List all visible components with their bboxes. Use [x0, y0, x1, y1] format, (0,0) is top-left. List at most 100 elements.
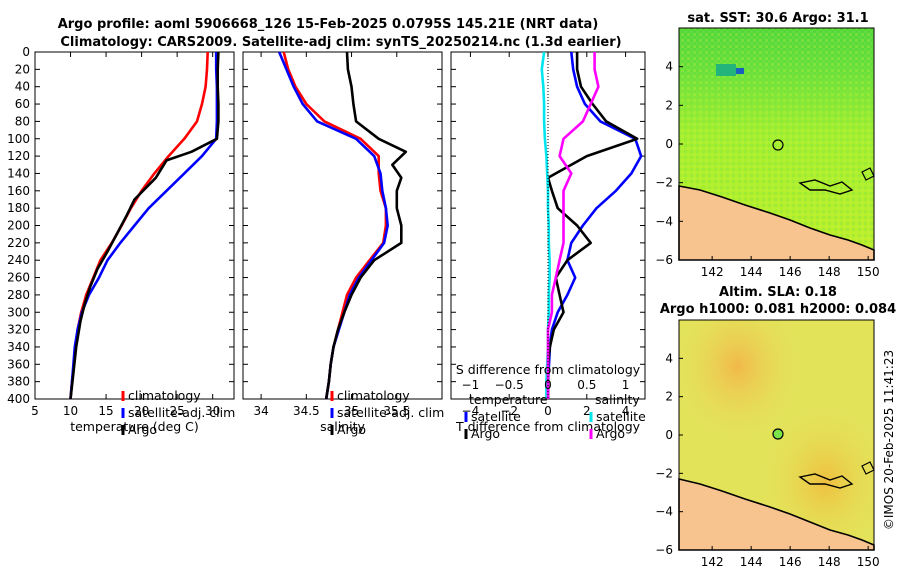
sst-map-title: sat. SST: 30.6 Argo: 31.1	[687, 11, 868, 26]
temperature-ytick-label: 340	[7, 340, 30, 354]
differences-xlabel: T difference from climatology	[455, 419, 641, 434]
salinity-profile-panel: 34 34.5 35 35.5salinityclimatologysatellite…	[242, 51, 444, 437]
map_sst-ytick-label: −6	[655, 253, 673, 267]
temperature-xtick-label: 25	[170, 404, 185, 418]
map_sla-ytick-label: −6	[655, 543, 673, 557]
sla-island-coast	[798, 473, 854, 489]
map_sst-xtick-label: 144	[740, 265, 763, 279]
temperature-ytick-label: 300	[7, 305, 30, 319]
differences-xtick-label: −2	[500, 404, 518, 418]
map_sla-ytick-label: 4	[665, 351, 673, 365]
map_sst-xtick-label: 148	[818, 265, 841, 279]
temperature-xtick-label: 20	[134, 404, 149, 418]
map_sla-xtick-label: 146	[779, 555, 802, 569]
map_sst-ytick-label: −2	[655, 176, 673, 190]
sla-map-panel: Altim. SLA: 0.18 Argo h1000: 0.081 h2000…	[655, 285, 896, 569]
temperature-legend-label: climatology	[128, 388, 201, 403]
differences-series-temperature-argo	[546, 52, 639, 399]
map_sla-xtick-label: 150	[857, 555, 880, 569]
temperature-ytick-label: 200	[7, 219, 30, 233]
map_sst-ytick-label: −4	[655, 214, 673, 228]
temperature-ytick-label: 360	[7, 357, 30, 371]
temperature-ytick-label: 280	[7, 288, 30, 302]
map_sla-xtick-label: 148	[818, 555, 841, 569]
difference-legend-salinity-title: salinity	[595, 392, 640, 407]
temperature-ytick-label: 80	[15, 114, 30, 128]
temperature-legend-label: satellite-adj. clim	[128, 405, 235, 420]
temperature-series-satellite-adj-clim	[69, 52, 219, 400]
map_sla-ytick-label: −4	[655, 505, 673, 519]
temperature-xlabel: temperature (deg C)	[70, 419, 199, 434]
temperature-ytick-label: 160	[7, 184, 30, 198]
temperature-ytick-label: 320	[7, 323, 30, 337]
difference-legend-temperature-label: satellite	[471, 409, 521, 424]
sst-island-coast	[798, 179, 854, 195]
salinity-difference-tick-label: 0.5	[577, 378, 596, 392]
temperature-ytick-label: 240	[7, 253, 30, 267]
salinity-legend-label: climatology	[337, 388, 410, 403]
map_sla-ytick-label: 2	[665, 390, 673, 404]
temperature-ytick-label: 120	[7, 149, 30, 163]
sla-map-title-line1: Altim. SLA: 0.18	[719, 285, 837, 300]
map_sla-xtick-label: 142	[701, 555, 724, 569]
temperature-xtick-label: 5	[31, 404, 39, 418]
sst-cold-core	[736, 68, 744, 74]
temperature-ytick-label: 100	[7, 132, 30, 146]
salinity-difference-tick-label: −0.5	[495, 378, 524, 392]
map_sst-xtick-label: 146	[779, 265, 802, 279]
salinity-xtick-label: 35.5	[383, 404, 410, 418]
map_sla-xtick-label: 144	[740, 555, 763, 569]
temperature-profile-panel: 5 10 15 20 25 300 20 40 60 80 100 120 140 160 180 200 22…	[7, 45, 235, 437]
sla-argo-marker	[772, 428, 784, 440]
differences-series-salinity-argo	[546, 52, 600, 399]
temperature-ytick-label: 40	[15, 80, 30, 94]
temperature-ytick-label: 20	[15, 62, 30, 76]
differences-xtick-label: 4	[622, 404, 630, 418]
temperature-ytick-label: 260	[7, 271, 30, 285]
salinity-xtick-label: 34	[253, 404, 268, 418]
map_sst-ytick-label: 2	[665, 98, 673, 112]
salinity-difference-tick-label: 0	[544, 378, 552, 392]
temperature-ytick-label: 60	[15, 97, 30, 111]
salinity-difference-tick-label: 1	[622, 378, 630, 392]
difference-legend-temperature-title: temperature	[469, 392, 548, 407]
differences-xtick-label: 0	[544, 404, 552, 418]
difference-legend-temperature-label: Argo	[471, 426, 500, 441]
map_sla-ytick-label: 0	[665, 428, 673, 442]
salinity-series-argo	[324, 51, 408, 400]
sst-cold-patch	[716, 64, 736, 76]
sla-map-title-line2: Argo h1000: 0.081 h2000: 0.084	[660, 302, 896, 317]
salinity-legend-label: satellite-adj. clim	[337, 405, 444, 420]
salinity-difference-axis-label: S difference from climatology	[456, 362, 641, 377]
salinity-legend-label: Argo	[337, 422, 366, 437]
map_sst-xtick-label: 142	[701, 265, 724, 279]
salinity-plot-area	[242, 51, 443, 400]
sst-map-panel: sat. SST: 30.6 Argo: 31.1 142 144 146 148 15…	[655, 11, 879, 279]
difference-legend-salinity-label: Argo	[596, 426, 625, 441]
difference-legend-salinity-label: satellite	[596, 409, 646, 424]
temperature-legend-label: Argo	[128, 422, 157, 437]
salinity-difference-tick-label: −1	[462, 378, 480, 392]
sst-argo-marker	[772, 139, 784, 151]
map_sst-ytick-label: 0	[665, 137, 673, 151]
figure-title-line2: Climatology: CARS2009. Satellite-adj cli…	[60, 35, 621, 50]
salinity-xtick-label: 35	[344, 404, 359, 418]
temperature-ytick-label: 220	[7, 236, 30, 250]
temperature-ytick-label: 400	[7, 392, 30, 406]
figure-title-line1: Argo profile: aoml 5906668_126 15-Feb-20…	[58, 17, 599, 32]
map_sst-xtick-label: 150	[857, 265, 880, 279]
temperature-xtick-label: 15	[98, 404, 113, 418]
temperature-series-argo	[69, 51, 220, 400]
temperature-ytick-label: 180	[7, 201, 30, 215]
differences-xtick-label: 2	[583, 404, 591, 418]
map_sst-ytick-label: 4	[665, 60, 673, 74]
temperature-ytick-label: 140	[7, 166, 30, 180]
map_sla-ytick-label: −2	[655, 466, 673, 480]
salinity-xtick-label: 34.5	[293, 404, 320, 418]
temperature-ytick-label: 380	[7, 375, 30, 389]
temperature-ytick-label: 0	[22, 45, 30, 59]
credit-text: ©IMOS 20-Feb-2025 11:41:23	[882, 350, 896, 530]
temperature-xtick-label: 10	[63, 404, 78, 418]
